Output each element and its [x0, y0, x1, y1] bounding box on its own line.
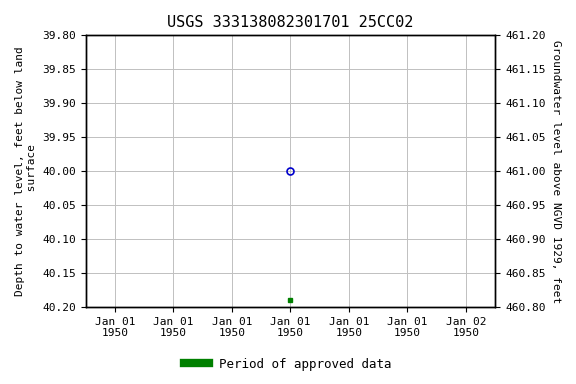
Y-axis label: Groundwater level above NGVD 1929, feet: Groundwater level above NGVD 1929, feet	[551, 40, 561, 303]
Legend: Period of approved data: Period of approved data	[179, 353, 397, 376]
Y-axis label: Depth to water level, feet below land
 surface: Depth to water level, feet below land su…	[15, 46, 37, 296]
Title: USGS 333138082301701 25CC02: USGS 333138082301701 25CC02	[167, 15, 414, 30]
